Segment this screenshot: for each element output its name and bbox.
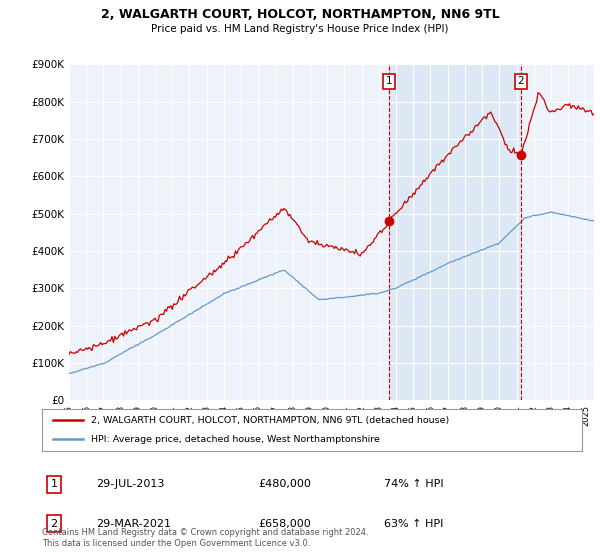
Text: £658,000: £658,000 [258, 519, 311, 529]
Text: 2, WALGARTH COURT, HOLCOT, NORTHAMPTON, NN6 9TL: 2, WALGARTH COURT, HOLCOT, NORTHAMPTON, … [101, 8, 499, 21]
Text: 63% ↑ HPI: 63% ↑ HPI [384, 519, 443, 529]
Text: 2, WALGARTH COURT, HOLCOT, NORTHAMPTON, NN6 9TL (detached house): 2, WALGARTH COURT, HOLCOT, NORTHAMPTON, … [91, 416, 449, 424]
Text: 1: 1 [50, 479, 58, 489]
Text: 29-JUL-2013: 29-JUL-2013 [96, 479, 164, 489]
Text: 2: 2 [50, 519, 58, 529]
Text: Price paid vs. HM Land Registry's House Price Index (HPI): Price paid vs. HM Land Registry's House … [151, 24, 449, 34]
Text: 29-MAR-2021: 29-MAR-2021 [96, 519, 171, 529]
Text: 1: 1 [386, 76, 392, 86]
Text: Contains HM Land Registry data © Crown copyright and database right 2024.
This d: Contains HM Land Registry data © Crown c… [42, 528, 368, 548]
Text: 74% ↑ HPI: 74% ↑ HPI [384, 479, 443, 489]
Text: £480,000: £480,000 [258, 479, 311, 489]
Bar [389, 64, 521, 400]
Text: 2: 2 [517, 76, 524, 86]
Text: HPI: Average price, detached house, West Northamptonshire: HPI: Average price, detached house, West… [91, 435, 379, 444]
